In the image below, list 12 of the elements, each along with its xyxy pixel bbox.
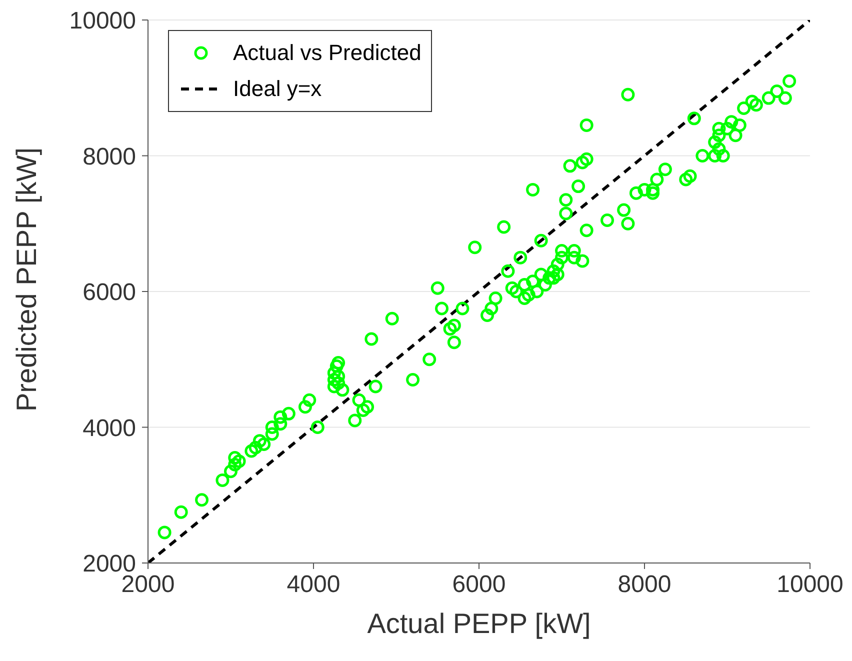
y-axis-title: Predicted PEPP [kW]: [10, 147, 42, 412]
legend-label: Ideal y=x: [233, 75, 322, 103]
x-tick-label: 10000: [776, 571, 844, 598]
legend-label: Actual vs Predicted: [233, 39, 422, 67]
x-tick-label: 8000: [618, 571, 672, 598]
y-tick-label: 8000: [82, 143, 136, 170]
y-tick-label: 4000: [82, 414, 136, 442]
x-tick-label: 6000: [452, 571, 506, 598]
y-tick-label: 10000: [69, 8, 136, 35]
x-axis-title: Actual PEPP [kW]: [367, 608, 591, 639]
x-tick-label: 4000: [286, 571, 340, 598]
y-tick-label: 6000: [82, 279, 136, 306]
